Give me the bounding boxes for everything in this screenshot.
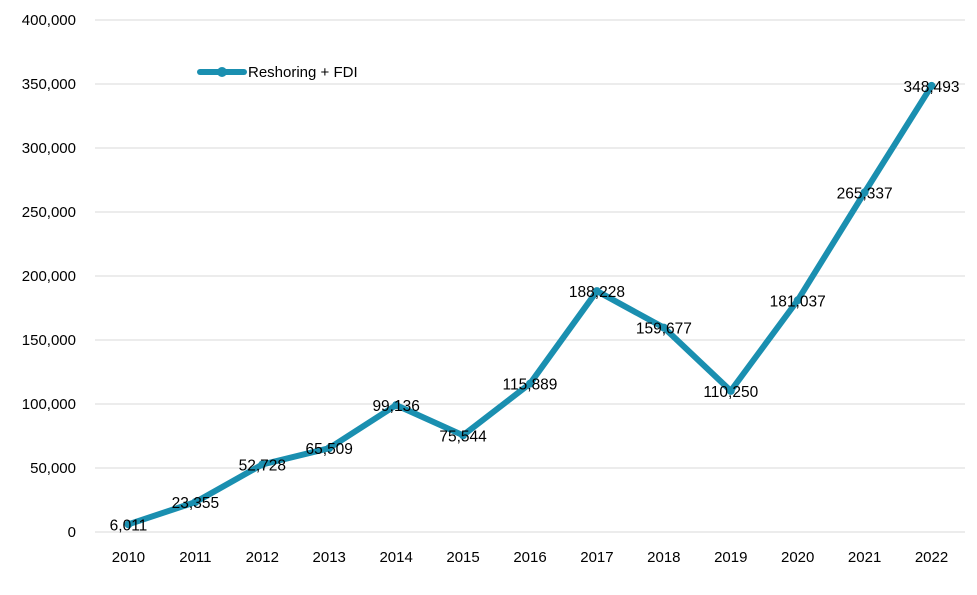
y-tick-label: 50,000 [30,460,76,477]
x-tick-label: 2019 [714,549,747,566]
legend-label: Reshoring + FDI [248,64,358,81]
x-tick-label: 2017 [580,549,613,566]
x-tick-label: 2021 [848,549,881,566]
y-tick-label: 250,000 [22,204,76,221]
data-label: 52,728 [239,458,286,475]
x-tick-label: 2014 [379,549,412,566]
data-label: 65,509 [306,441,353,458]
data-label: 115,889 [503,377,558,394]
data-label: 181,037 [770,293,826,310]
y-axis-tick-labels: 0 50,000 100,000 150,000 200,000 250,000 300,0… [22,12,76,541]
data-label: 99,136 [372,398,419,415]
x-tick-label: 2020 [781,549,814,566]
data-point [124,520,133,529]
x-tick-label: 2013 [313,549,346,566]
data-point [659,323,668,332]
data-point [860,188,869,197]
data-point [526,379,534,388]
series-reshoring-fdi [124,81,936,529]
data-label: 23,355 [172,495,219,512]
y-tick-label: 100,000 [22,396,76,413]
data-point [726,386,735,395]
x-tick-label: 2012 [246,549,279,566]
x-tick-label: 2010 [112,549,145,566]
data-point [459,431,468,440]
y-tick-label: 0 [68,524,76,541]
data-label: 265,337 [837,185,893,202]
data-label: 110,250 [703,384,758,401]
legend: Reshoring + FDI [197,64,358,81]
x-tick-label: 2018 [647,549,680,566]
data-point [592,287,601,296]
data-point [325,444,334,453]
y-tick-label: 200,000 [22,268,76,285]
x-tick-label: 2015 [446,549,479,566]
data-label: 6,011 [110,517,148,534]
data-point [793,296,802,305]
data-point [392,401,401,410]
y-tick-label: 300,000 [22,140,76,157]
data-point [258,460,267,469]
data-labels: 6,011 23,355 52,728 65,509 99,136 75,544 115,8… [110,79,960,534]
y-tick-label: 150,000 [22,332,76,349]
y-tick-label: 350,000 [22,76,76,93]
data-label: 188,228 [569,284,625,301]
x-tick-label: 2016 [513,549,546,566]
legend-marker-swatch [217,67,227,77]
data-label: 348,493 [904,79,960,96]
y-tick-label: 400,000 [22,12,76,29]
gridlines [95,19,965,533]
data-label: 75,544 [439,428,487,445]
data-point [927,81,936,90]
x-axis-tick-labels: 2010 2011 2012 2013 2014 2015 2016 2017 2018 2019… [112,549,948,566]
x-tick-label: 2022 [915,549,948,566]
data-point [191,498,200,507]
data-label: 159,677 [636,321,692,338]
x-tick-label: 2011 [179,549,211,566]
